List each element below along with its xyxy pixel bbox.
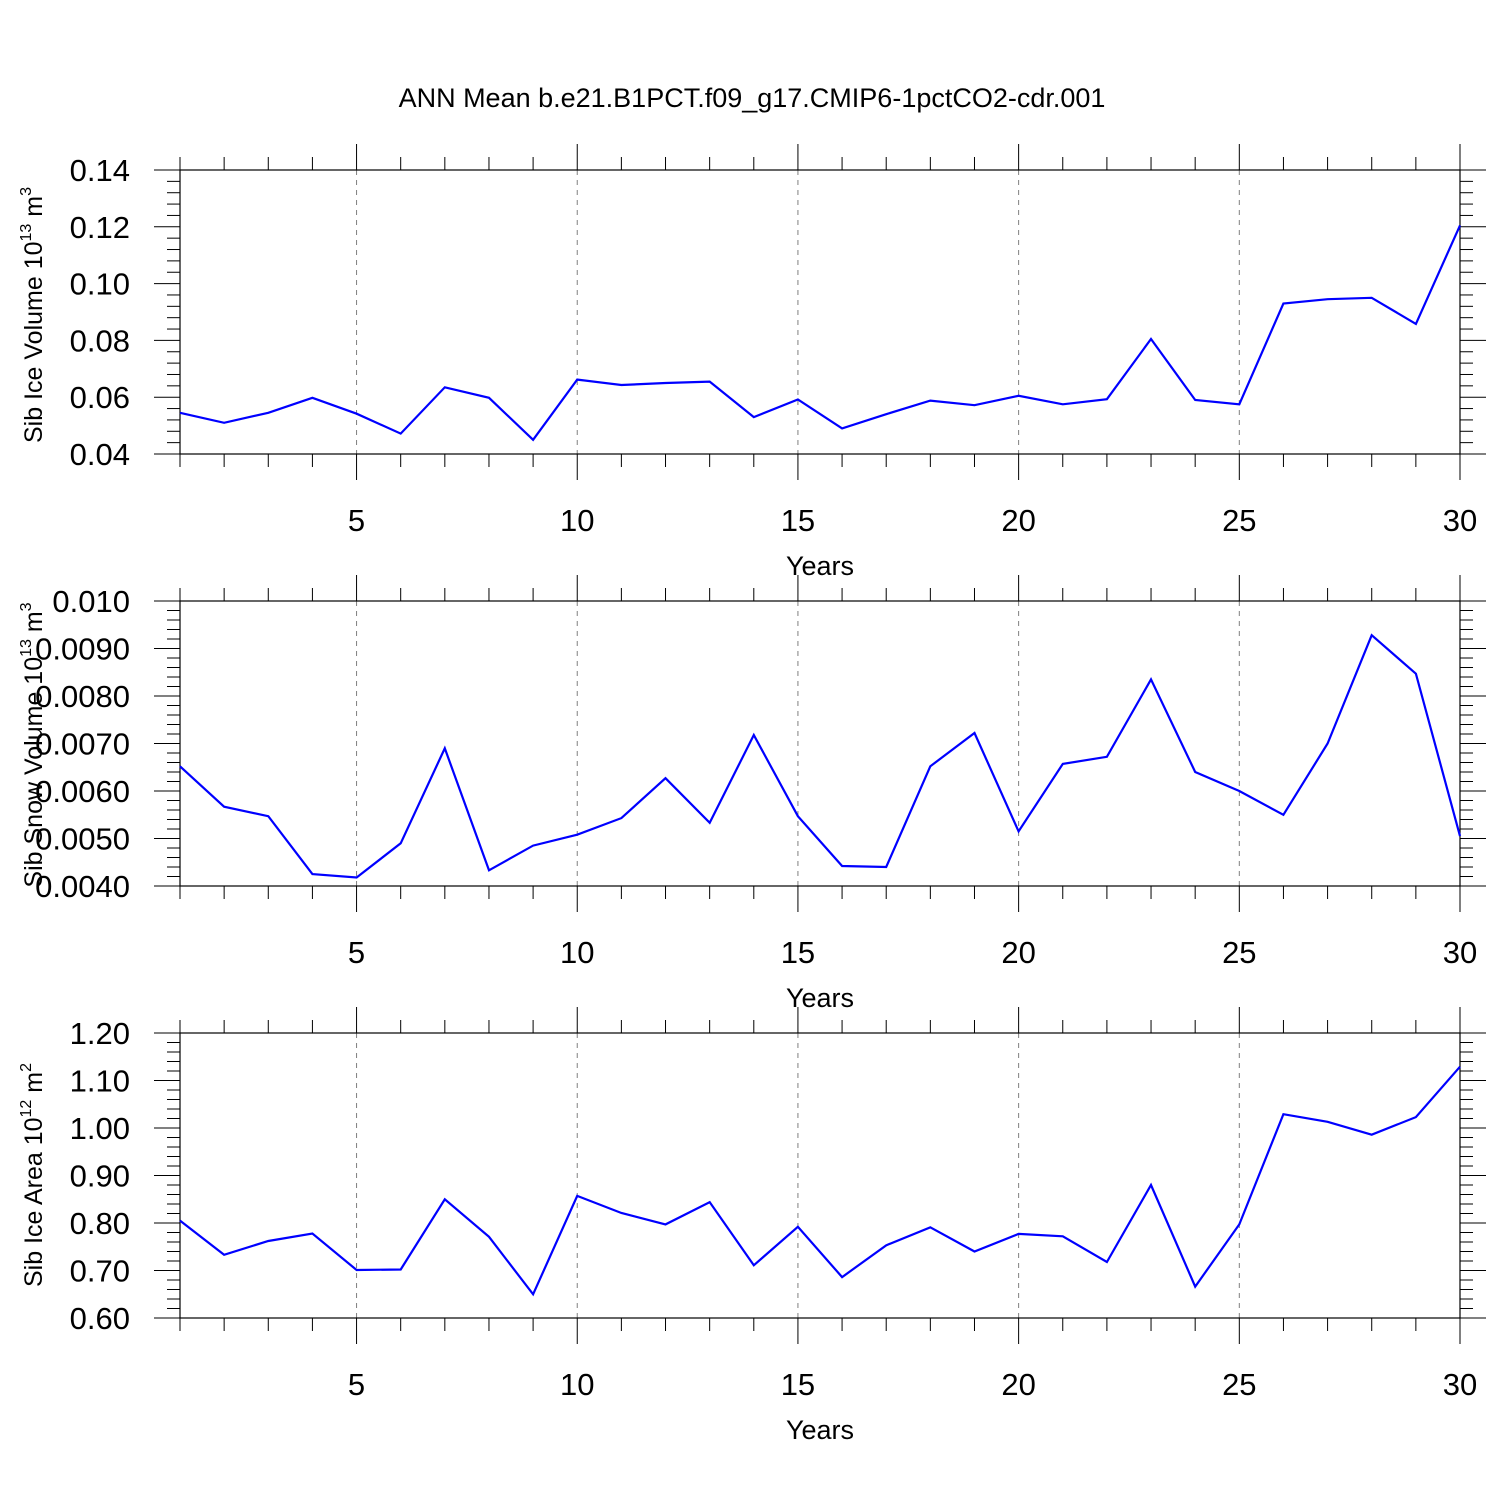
y-tick-label: 1.10 [70, 1064, 130, 1099]
plot-frame [179, 600, 1461, 887]
y-tick-label: 0.90 [70, 1159, 130, 1194]
x-tick-label: 20 [1001, 1367, 1035, 1402]
y-tick-label: 0.0070 [35, 727, 130, 762]
y-tick-label: 1.20 [70, 1016, 130, 1051]
series-line [179, 1065, 1461, 1297]
chart-title: ANN Mean b.e21.B1PCT.f09_g17.CMIP6-1pctC… [399, 83, 1106, 113]
x-tick-label: 5 [348, 1367, 365, 1402]
x-tick-label: 5 [348, 503, 365, 538]
y-tick-label: 0.0090 [35, 632, 130, 667]
x-tick-label: 15 [781, 1367, 815, 1402]
y-tick-label: 0.06 [70, 380, 130, 415]
series-line [179, 224, 1462, 442]
x-tick-label: 20 [1001, 503, 1035, 538]
x-tick-label: 15 [781, 935, 815, 970]
y-tick-label: 0.0040 [35, 869, 130, 904]
y-axis-label: Sib Snow Volume 1013 m3 [18, 602, 48, 887]
y-axis-label: Sib Ice Volume 1013 m3 [18, 187, 48, 443]
y-tick-label: 0.0060 [35, 774, 130, 809]
x-axis-label: Years [786, 551, 854, 581]
y-tick-label: 0.0050 [35, 822, 130, 857]
y-tick-label: 0.04 [70, 437, 130, 472]
x-tick-label: 25 [1222, 1367, 1256, 1402]
y-tick-label: 0.70 [70, 1254, 130, 1289]
x-tick-label: 25 [1222, 503, 1256, 538]
x-tick-label: 15 [781, 503, 815, 538]
plot-frame [179, 169, 1461, 455]
panel-3: 0.60 0.70 0.80 0.90 1.00 1.10 1.20 5 10 15 20 25 30 Y… [18, 1007, 1486, 1445]
x-axis-label: Years [786, 983, 854, 1013]
y-tick-label: 0.010 [52, 584, 130, 619]
panel-2: 0.0040 0.0050 0.0060 0.0070 0.0080 0.0090 0.01… [18, 575, 1486, 1013]
x-tick-label: 10 [560, 1367, 594, 1402]
y-axis-label: Sib Ice Area 1012 m2 [18, 1063, 48, 1287]
x-tick-label: 20 [1001, 935, 1035, 970]
x-tick-label: 25 [1222, 935, 1256, 970]
y-tick-label: 0.0080 [35, 679, 130, 714]
y-tick-label: 0.80 [70, 1206, 130, 1241]
plot-frame [179, 1032, 1461, 1319]
y-tick-label: 0.08 [70, 323, 130, 358]
x-tick-label: 10 [560, 935, 594, 970]
series-line [179, 633, 1462, 879]
x-axis-label: Years [786, 1415, 854, 1445]
x-tick-label: 10 [560, 503, 594, 538]
y-tick-label: 0.12 [70, 210, 130, 245]
x-tick-label: 30 [1443, 503, 1477, 538]
panel-1: 0.04 0.06 0.08 0.10 0.12 0.14 5 10 15 20 25 30 Years… [18, 144, 1486, 581]
x-tick-label: 30 [1443, 1367, 1477, 1402]
x-tick-label: 5 [348, 935, 365, 970]
y-tick-label: 0.14 [70, 153, 130, 188]
y-tick-label: 1.00 [70, 1111, 130, 1146]
y-tick-label: 0.60 [70, 1301, 130, 1336]
x-tick-label: 30 [1443, 935, 1477, 970]
y-tick-label: 0.10 [70, 267, 130, 302]
